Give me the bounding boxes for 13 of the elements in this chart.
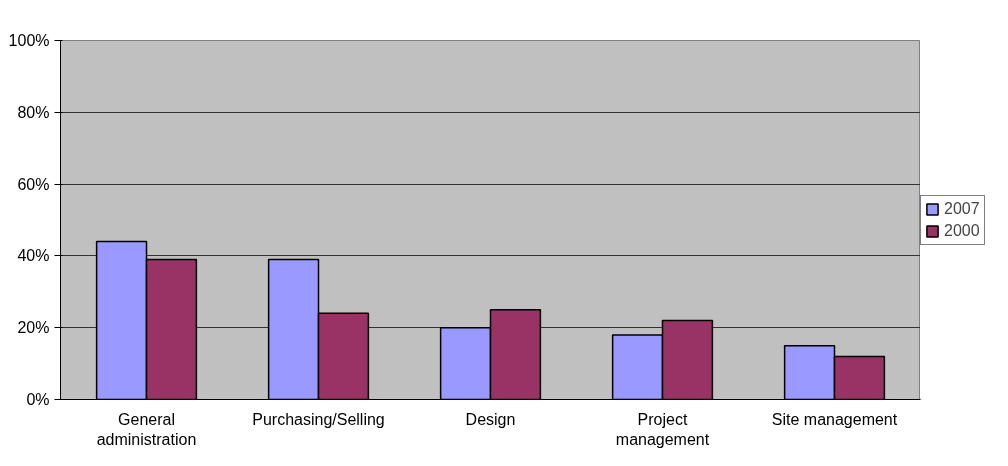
y-tick-label: 80%: [17, 103, 50, 121]
x-tick-label: Design: [465, 410, 516, 428]
x-tick-label: Project management: [615, 410, 710, 448]
x-tick-label: Purchasing/Selling: [252, 410, 385, 428]
x-tick-label: Site management: [771, 410, 898, 428]
y-tick-label: 40%: [17, 247, 50, 265]
legend-label: 2000: [944, 221, 980, 240]
y-tick-label: 100%: [8, 32, 50, 49]
y-tick-label: 0%: [26, 391, 50, 408]
legend-label: 2007: [944, 199, 980, 218]
y-tick-label: 20%: [17, 319, 50, 337]
x-tick-label: General administration: [96, 410, 197, 448]
y-tick-label: 60%: [17, 175, 50, 193]
